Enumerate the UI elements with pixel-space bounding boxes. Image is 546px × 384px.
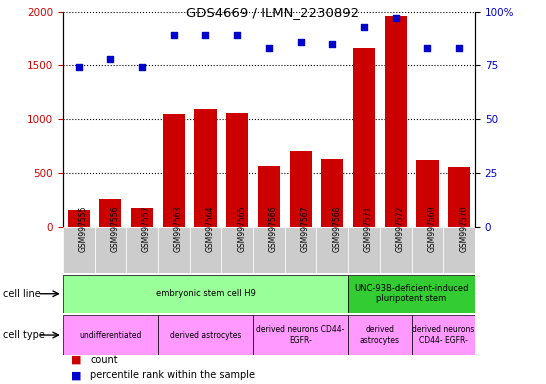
Text: GSM997567: GSM997567 [301, 205, 310, 252]
Bar [158, 315, 253, 355]
Bar [63, 227, 94, 273]
Text: undifferentiated: undifferentiated [79, 331, 141, 339]
Bar [163, 114, 185, 227]
Bar [412, 315, 475, 355]
Point [264, 45, 273, 51]
Point [423, 45, 432, 51]
Bar [417, 161, 438, 227]
Text: percentile rank within the sample: percentile rank within the sample [90, 370, 255, 380]
Text: GSM997556: GSM997556 [110, 205, 120, 252]
Bar [253, 227, 285, 273]
Bar [348, 275, 475, 313]
Bar [380, 227, 412, 273]
Bar [317, 227, 348, 273]
Text: GSM997566: GSM997566 [269, 205, 278, 252]
Text: GDS4669 / ILMN_2230892: GDS4669 / ILMN_2230892 [186, 6, 360, 19]
Bar [321, 159, 343, 227]
Bar [285, 227, 317, 273]
Point [201, 32, 210, 38]
Bar [126, 227, 158, 273]
Bar [258, 166, 280, 227]
Bar [353, 48, 375, 227]
Point [360, 23, 369, 30]
Bar [194, 109, 217, 227]
Text: derived neurons CD44-
EGFR-: derived neurons CD44- EGFR- [257, 325, 345, 345]
Bar [189, 227, 221, 273]
Text: derived
astrocytes: derived astrocytes [360, 325, 400, 345]
Bar [443, 227, 475, 273]
Point [138, 65, 146, 71]
Text: embryonic stem cell H9: embryonic stem cell H9 [156, 289, 256, 298]
Bar [131, 208, 153, 227]
Point [106, 56, 115, 62]
Point [233, 32, 241, 38]
Text: GSM997563: GSM997563 [174, 205, 183, 252]
Bar [226, 113, 248, 227]
Bar [68, 210, 90, 227]
Point [328, 41, 337, 47]
Bar [412, 227, 443, 273]
Text: derived neurons
CD44- EGFR-: derived neurons CD44- EGFR- [412, 325, 474, 345]
Bar [289, 151, 312, 227]
Bar [348, 315, 412, 355]
Bar [99, 199, 121, 227]
Text: GSM997569: GSM997569 [428, 205, 436, 252]
Text: ■: ■ [71, 355, 81, 365]
Point [296, 38, 305, 45]
Bar [253, 315, 348, 355]
Text: ■: ■ [71, 370, 81, 380]
Text: GSM997572: GSM997572 [396, 206, 405, 252]
Bar [63, 275, 348, 313]
Bar [94, 227, 126, 273]
Point [169, 32, 178, 38]
Text: GSM997557: GSM997557 [142, 205, 151, 252]
Point [74, 65, 83, 71]
Bar [63, 315, 158, 355]
Text: GSM997568: GSM997568 [333, 206, 341, 252]
Text: GSM997564: GSM997564 [205, 205, 215, 252]
Text: GSM997571: GSM997571 [364, 206, 373, 252]
Bar [348, 227, 380, 273]
Text: GSM997570: GSM997570 [459, 205, 468, 252]
Bar [221, 227, 253, 273]
Text: count: count [90, 355, 118, 365]
Bar [448, 167, 470, 227]
Text: GSM997555: GSM997555 [79, 205, 88, 252]
Text: cell line: cell line [3, 289, 40, 299]
Text: GSM997565: GSM997565 [237, 205, 246, 252]
Text: derived astrocytes: derived astrocytes [170, 331, 241, 339]
Bar [158, 227, 189, 273]
Point [391, 15, 400, 21]
Bar [384, 16, 407, 227]
Text: UNC-93B-deficient-induced
pluripotent stem: UNC-93B-deficient-induced pluripotent st… [354, 284, 469, 303]
Point [455, 45, 464, 51]
Text: cell type: cell type [3, 330, 45, 340]
